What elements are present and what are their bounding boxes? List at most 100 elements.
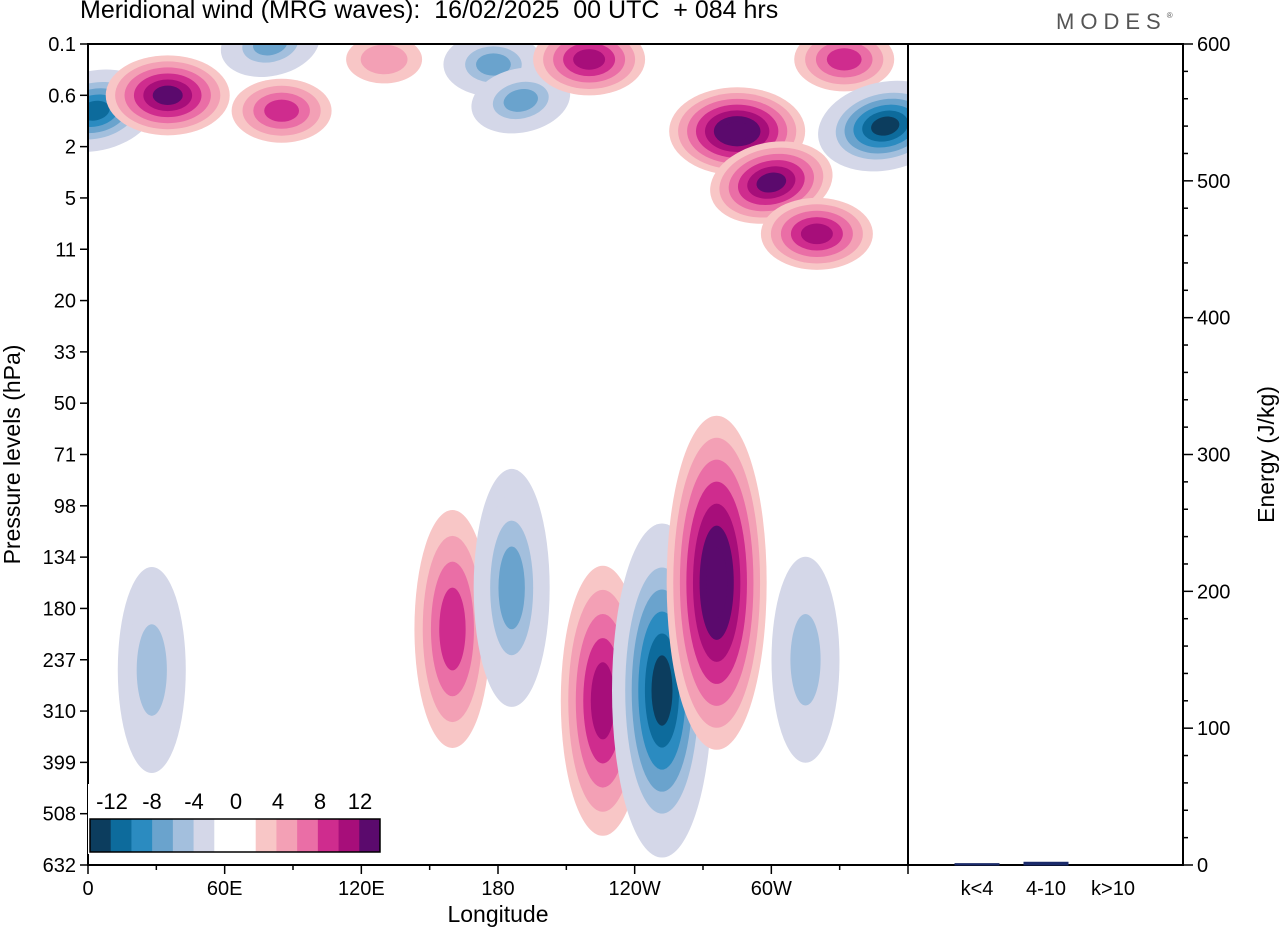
energy-bar (1023, 861, 1069, 866)
contour-level (651, 655, 673, 726)
contour-feature (760, 197, 873, 270)
contour-level (503, 88, 538, 112)
x-tick-label: 180 (481, 878, 514, 900)
contour-level (756, 172, 787, 193)
y-tick-label: 33 (54, 342, 76, 364)
contour-level (264, 99, 300, 122)
colorbar-swatch (152, 819, 174, 852)
energy-tick-label: 300 (1197, 445, 1230, 467)
y-tick-label: 2 (65, 137, 76, 159)
x-tick-label: 60E (207, 878, 243, 900)
energy-tick-label: 0 (1197, 855, 1208, 877)
contour-feature (473, 468, 550, 707)
colorbar-swatch (172, 819, 195, 852)
colorbar-swatch (214, 819, 236, 852)
x-axis-label: Longitude (447, 901, 548, 927)
y-tick-label: 134 (43, 547, 76, 569)
x-tick-label: 0 (82, 878, 93, 900)
colorbar-swatch (110, 819, 132, 852)
x-tick-label: 120E (338, 878, 385, 900)
y-tick-label: 71 (54, 445, 76, 467)
y-tick-label: 180 (43, 598, 76, 620)
colorbar-label: -12 (96, 789, 128, 814)
contour-level (88, 100, 110, 121)
y-tick-label: 20 (54, 291, 76, 313)
contour-feature (105, 55, 230, 136)
y-tick-label: 632 (43, 855, 76, 877)
colorbar-label: 8 (314, 789, 326, 814)
brand-text: MODES (1056, 9, 1167, 34)
contour-level (152, 85, 183, 106)
y-tick-label: 508 (43, 804, 76, 826)
colorbar-frame (89, 818, 381, 853)
energy-axis-label: Energy (J/kg) (1253, 386, 1279, 523)
colorbar: -12 -8 -4 0 4 8 12 (88, 784, 382, 854)
colorbar-label: 4 (272, 789, 284, 814)
contour-level (590, 662, 615, 740)
contour-level (498, 546, 525, 630)
page-title: Meridional wind (MRG waves): 16/02/2025 … (80, 0, 779, 24)
energy-category-label: 4-10 (1026, 878, 1066, 900)
contour-feature (818, 80, 908, 172)
contour-feature (794, 44, 895, 92)
energy-category-label: k<4 (961, 878, 994, 900)
energy-tick-label: 100 (1197, 718, 1230, 740)
energy-tick-label: 200 (1197, 581, 1230, 603)
colorbar-swatch (359, 819, 381, 852)
x-tick-label: 60W (751, 878, 792, 900)
colorbar-label: -8 (142, 789, 162, 814)
y-tick-label: 98 (54, 496, 76, 518)
y-tick-label: 0.6 (48, 85, 76, 107)
energy-bar (954, 863, 1000, 866)
contour-level (136, 624, 167, 716)
energy-tick-label: 600 (1197, 34, 1230, 56)
contour-level (573, 49, 606, 70)
x-tick-label: 120W (609, 878, 661, 900)
contour-feature (414, 509, 491, 748)
contour-level (800, 223, 833, 245)
y-tick-label: 310 (43, 701, 76, 723)
y-tick-label: 5 (65, 188, 76, 210)
contour-level (722, 121, 752, 141)
wind-contour-field (88, 44, 908, 858)
contour-feature (346, 44, 423, 84)
energy-panel: 0 100 200 300 400 500 600 Energy (J/kg) k<4 4-10 k… (954, 34, 1279, 900)
contour-feature (533, 44, 646, 96)
contour-feature (771, 556, 840, 763)
y-tick-label: 11 (55, 239, 76, 261)
energy-tick-label: 500 (1197, 171, 1230, 193)
colorbar-swatch (235, 819, 257, 852)
colorbar-label: -4 (184, 789, 204, 814)
colorbar-label: 0 (230, 789, 242, 814)
contour-level (790, 613, 821, 706)
colorbar-swatch (131, 819, 153, 852)
colorbar-swatch (90, 819, 112, 852)
contour-feature (231, 78, 332, 143)
colorbar-swatch (255, 819, 277, 852)
colorbar-label: 12 (348, 789, 372, 814)
contour-level (826, 48, 862, 71)
contour-level (706, 547, 728, 618)
y-tick-label: 50 (54, 393, 76, 415)
colorbar-swatch (338, 819, 360, 852)
contour-feature (666, 415, 767, 750)
contour-level (439, 587, 466, 671)
contour-level (871, 116, 900, 136)
colorbar-swatch (276, 819, 298, 852)
energy-tick-label: 400 (1197, 308, 1230, 330)
energy-category-label: k>10 (1091, 878, 1135, 900)
colorbar-swatch (297, 819, 319, 852)
y-tick-label: 237 (43, 650, 76, 672)
y-tick-label: 0.1 (48, 34, 76, 56)
colorbar-swatch (193, 819, 215, 852)
contour-feature (471, 67, 571, 134)
axes: 0.1 0.6 2 5 11 20 33 50 71 98 134 180 237 310 399 508 63… (0, 34, 1184, 927)
energy-frame (907, 43, 1184, 866)
y-axis-label: Pressure levels (hPa) (0, 345, 25, 565)
colorbar-swatch (317, 819, 340, 852)
contour-level (360, 44, 408, 75)
contour-feature (117, 567, 186, 774)
contour-level (476, 53, 511, 76)
y-tick-label: 399 (43, 752, 76, 774)
